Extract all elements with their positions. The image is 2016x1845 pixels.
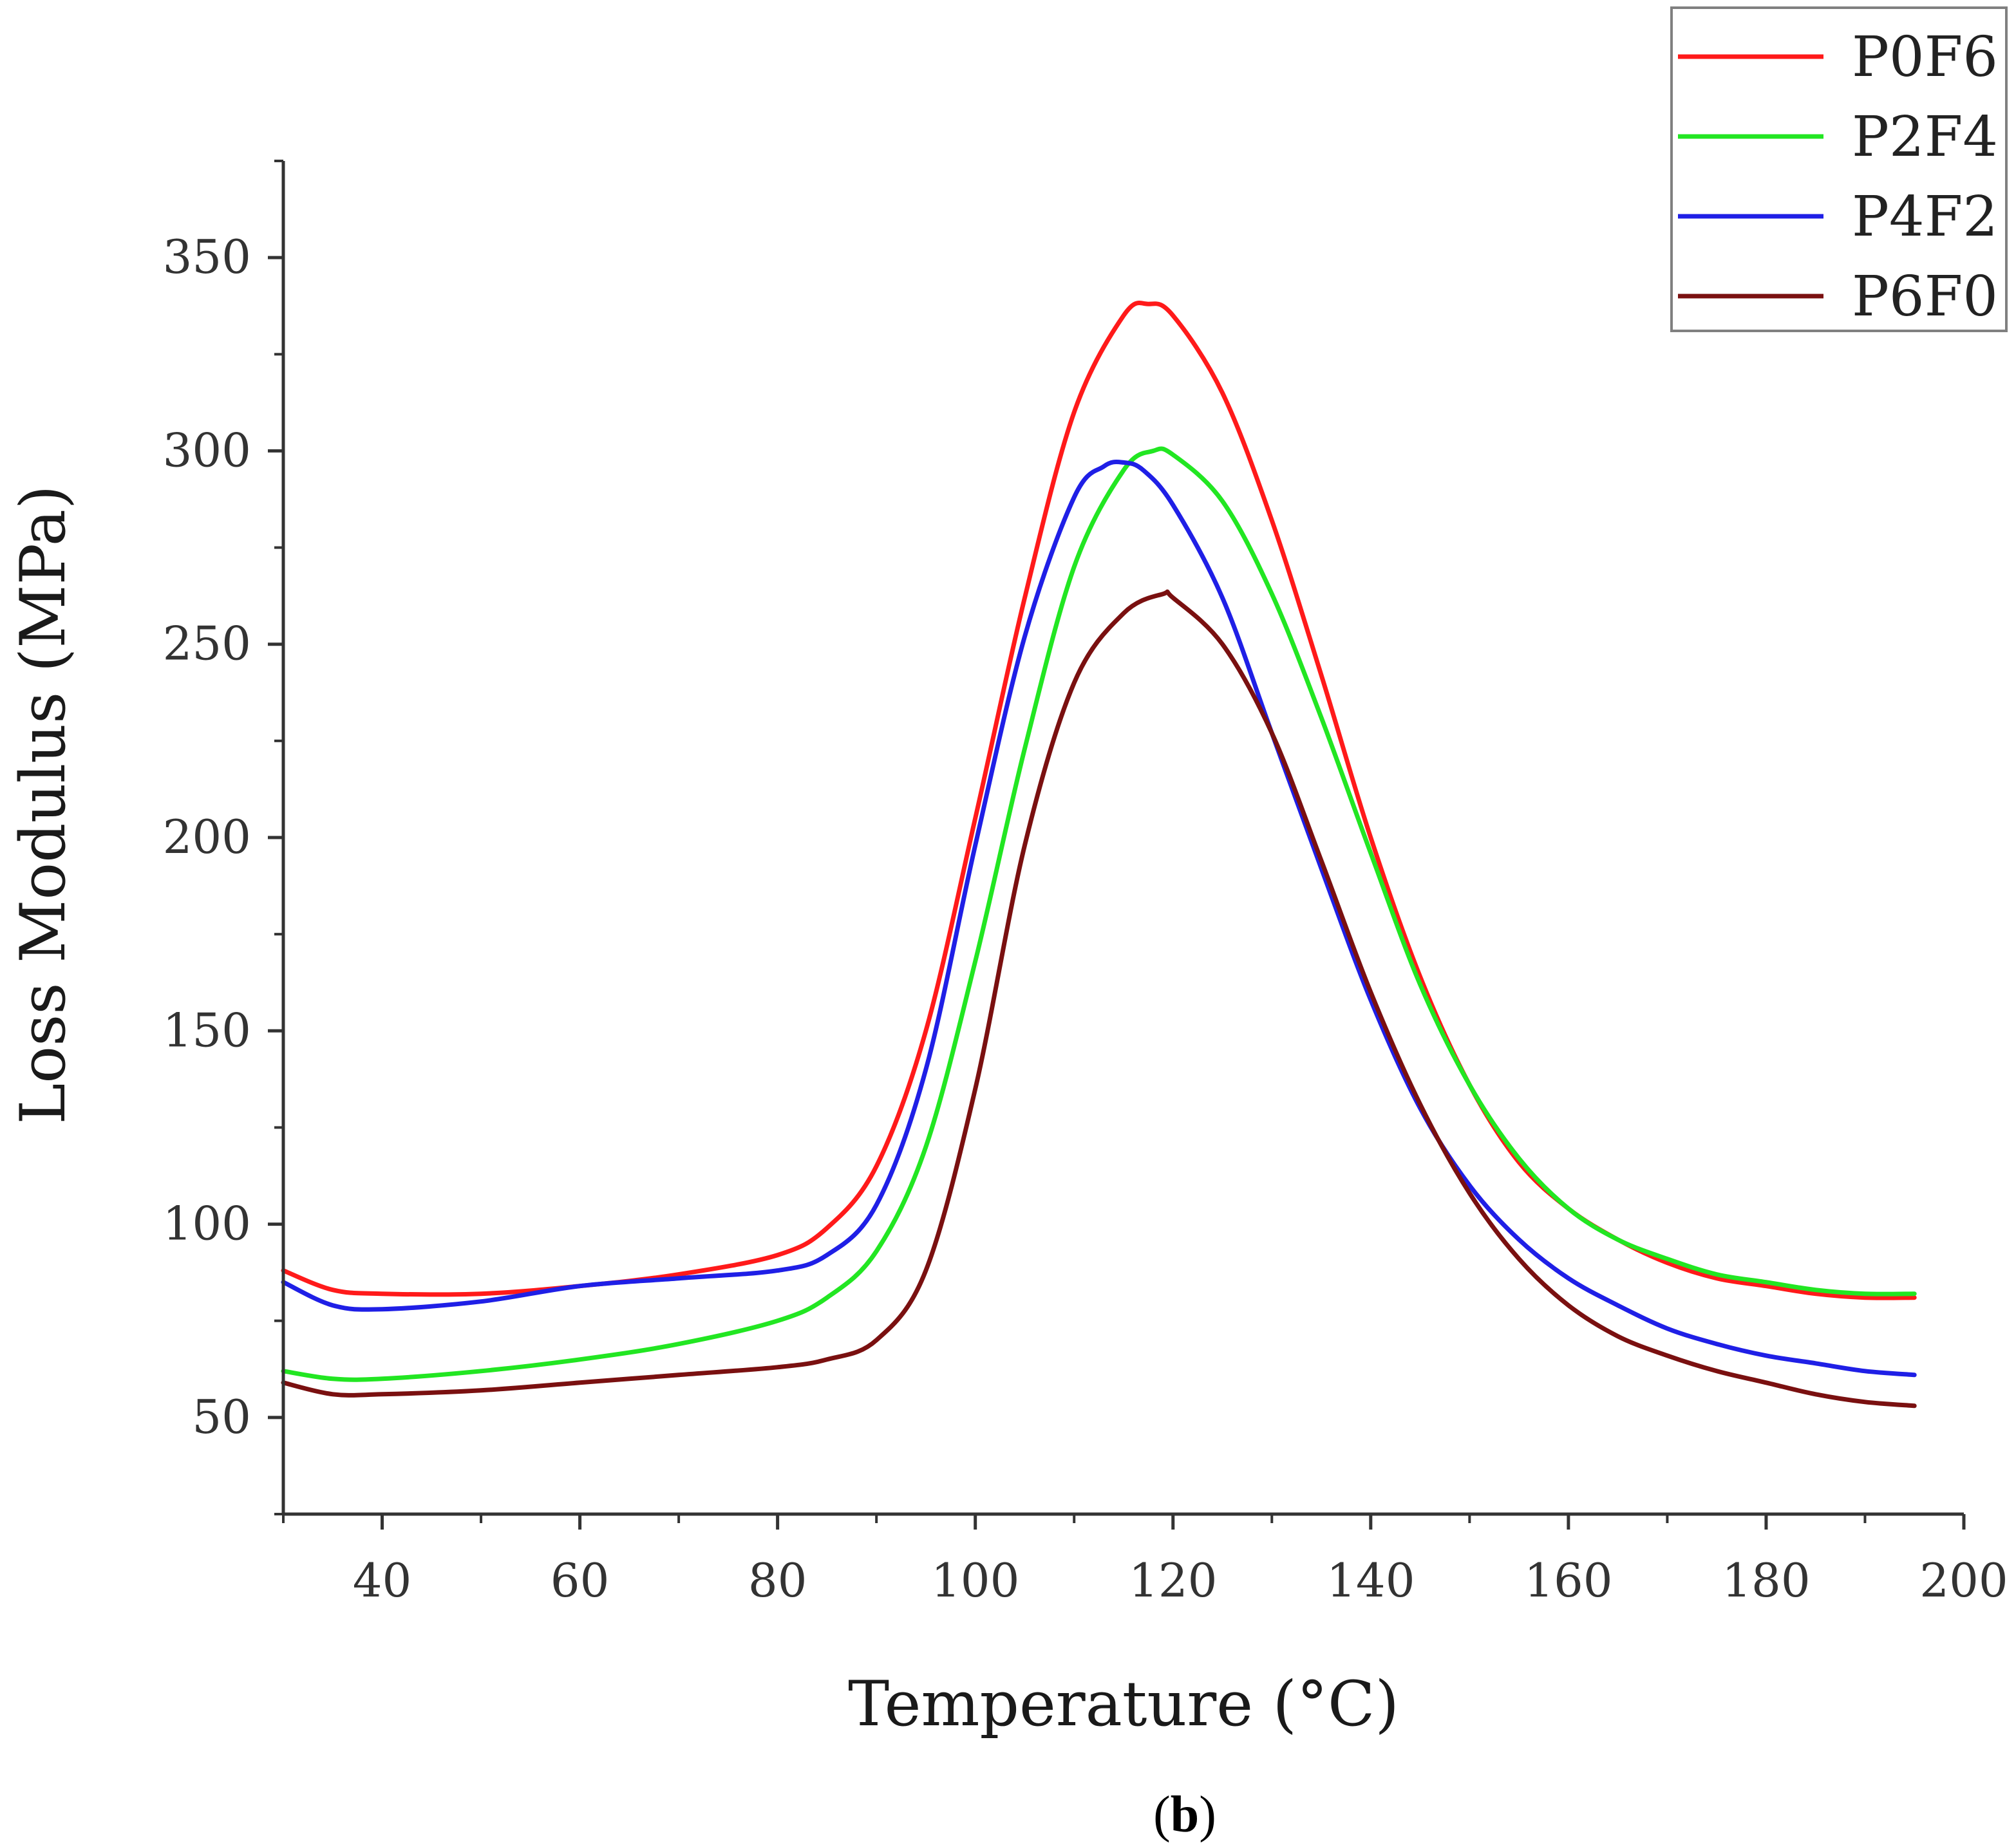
x-tick-label: 120 — [1129, 1553, 1217, 1607]
x-tick-label: 100 — [931, 1553, 1019, 1607]
tick-labels: 40 60 80 100 120 140 160 180 200 50 100 150 200 250 30… — [163, 230, 2008, 1607]
y-axis-title: Loss Modulus (MPa) — [7, 485, 79, 1125]
x-tick-label: 140 — [1326, 1553, 1415, 1607]
x-tick-label: 80 — [748, 1553, 807, 1607]
series-line-p4f2 — [281, 459, 1917, 1378]
legend-box — [1670, 6, 2008, 332]
y-tick-label: 250 — [163, 617, 251, 671]
legend-items: P0F6 P2F4 P4F2 P6F0 — [1678, 25, 1998, 329]
x-tick-label: 60 — [551, 1553, 610, 1607]
series-lines — [281, 301, 1917, 1409]
x-tick-label: 200 — [1919, 1553, 2008, 1607]
x-tick-label: 180 — [1722, 1553, 1810, 1607]
legend-label-p6f0: P6F0 — [1852, 265, 1998, 329]
y-tick-label: 50 — [192, 1390, 251, 1444]
series-line-p2f4 — [281, 446, 1917, 1382]
figure-caption: (b) — [1153, 1786, 1216, 1843]
legend-label-p4f2: P4F2 — [1852, 185, 1998, 249]
legend-label-p0f6: P0F6 — [1852, 25, 1998, 89]
figure-caption-letter: b — [1171, 1786, 1200, 1843]
x-axis-title: Temperature (°C) — [848, 1668, 1399, 1740]
x-tick-label: 160 — [1524, 1553, 1612, 1607]
tick-marks — [268, 160, 1966, 1530]
y-tick-label: 350 — [163, 230, 251, 284]
y-tick-label: 100 — [163, 1197, 251, 1251]
series-line-p6f0 — [281, 589, 1917, 1409]
legend-label-p2f4: P2F4 — [1852, 105, 1998, 169]
legend: P0F6 P2F4 P4F2 P6F0 — [1670, 6, 2008, 332]
y-tick-label: 200 — [163, 810, 251, 864]
x-tick-label: 40 — [353, 1553, 412, 1607]
y-tick-label: 300 — [163, 423, 251, 477]
axes — [281, 161, 1964, 1516]
y-tick-label: 150 — [163, 1003, 251, 1057]
